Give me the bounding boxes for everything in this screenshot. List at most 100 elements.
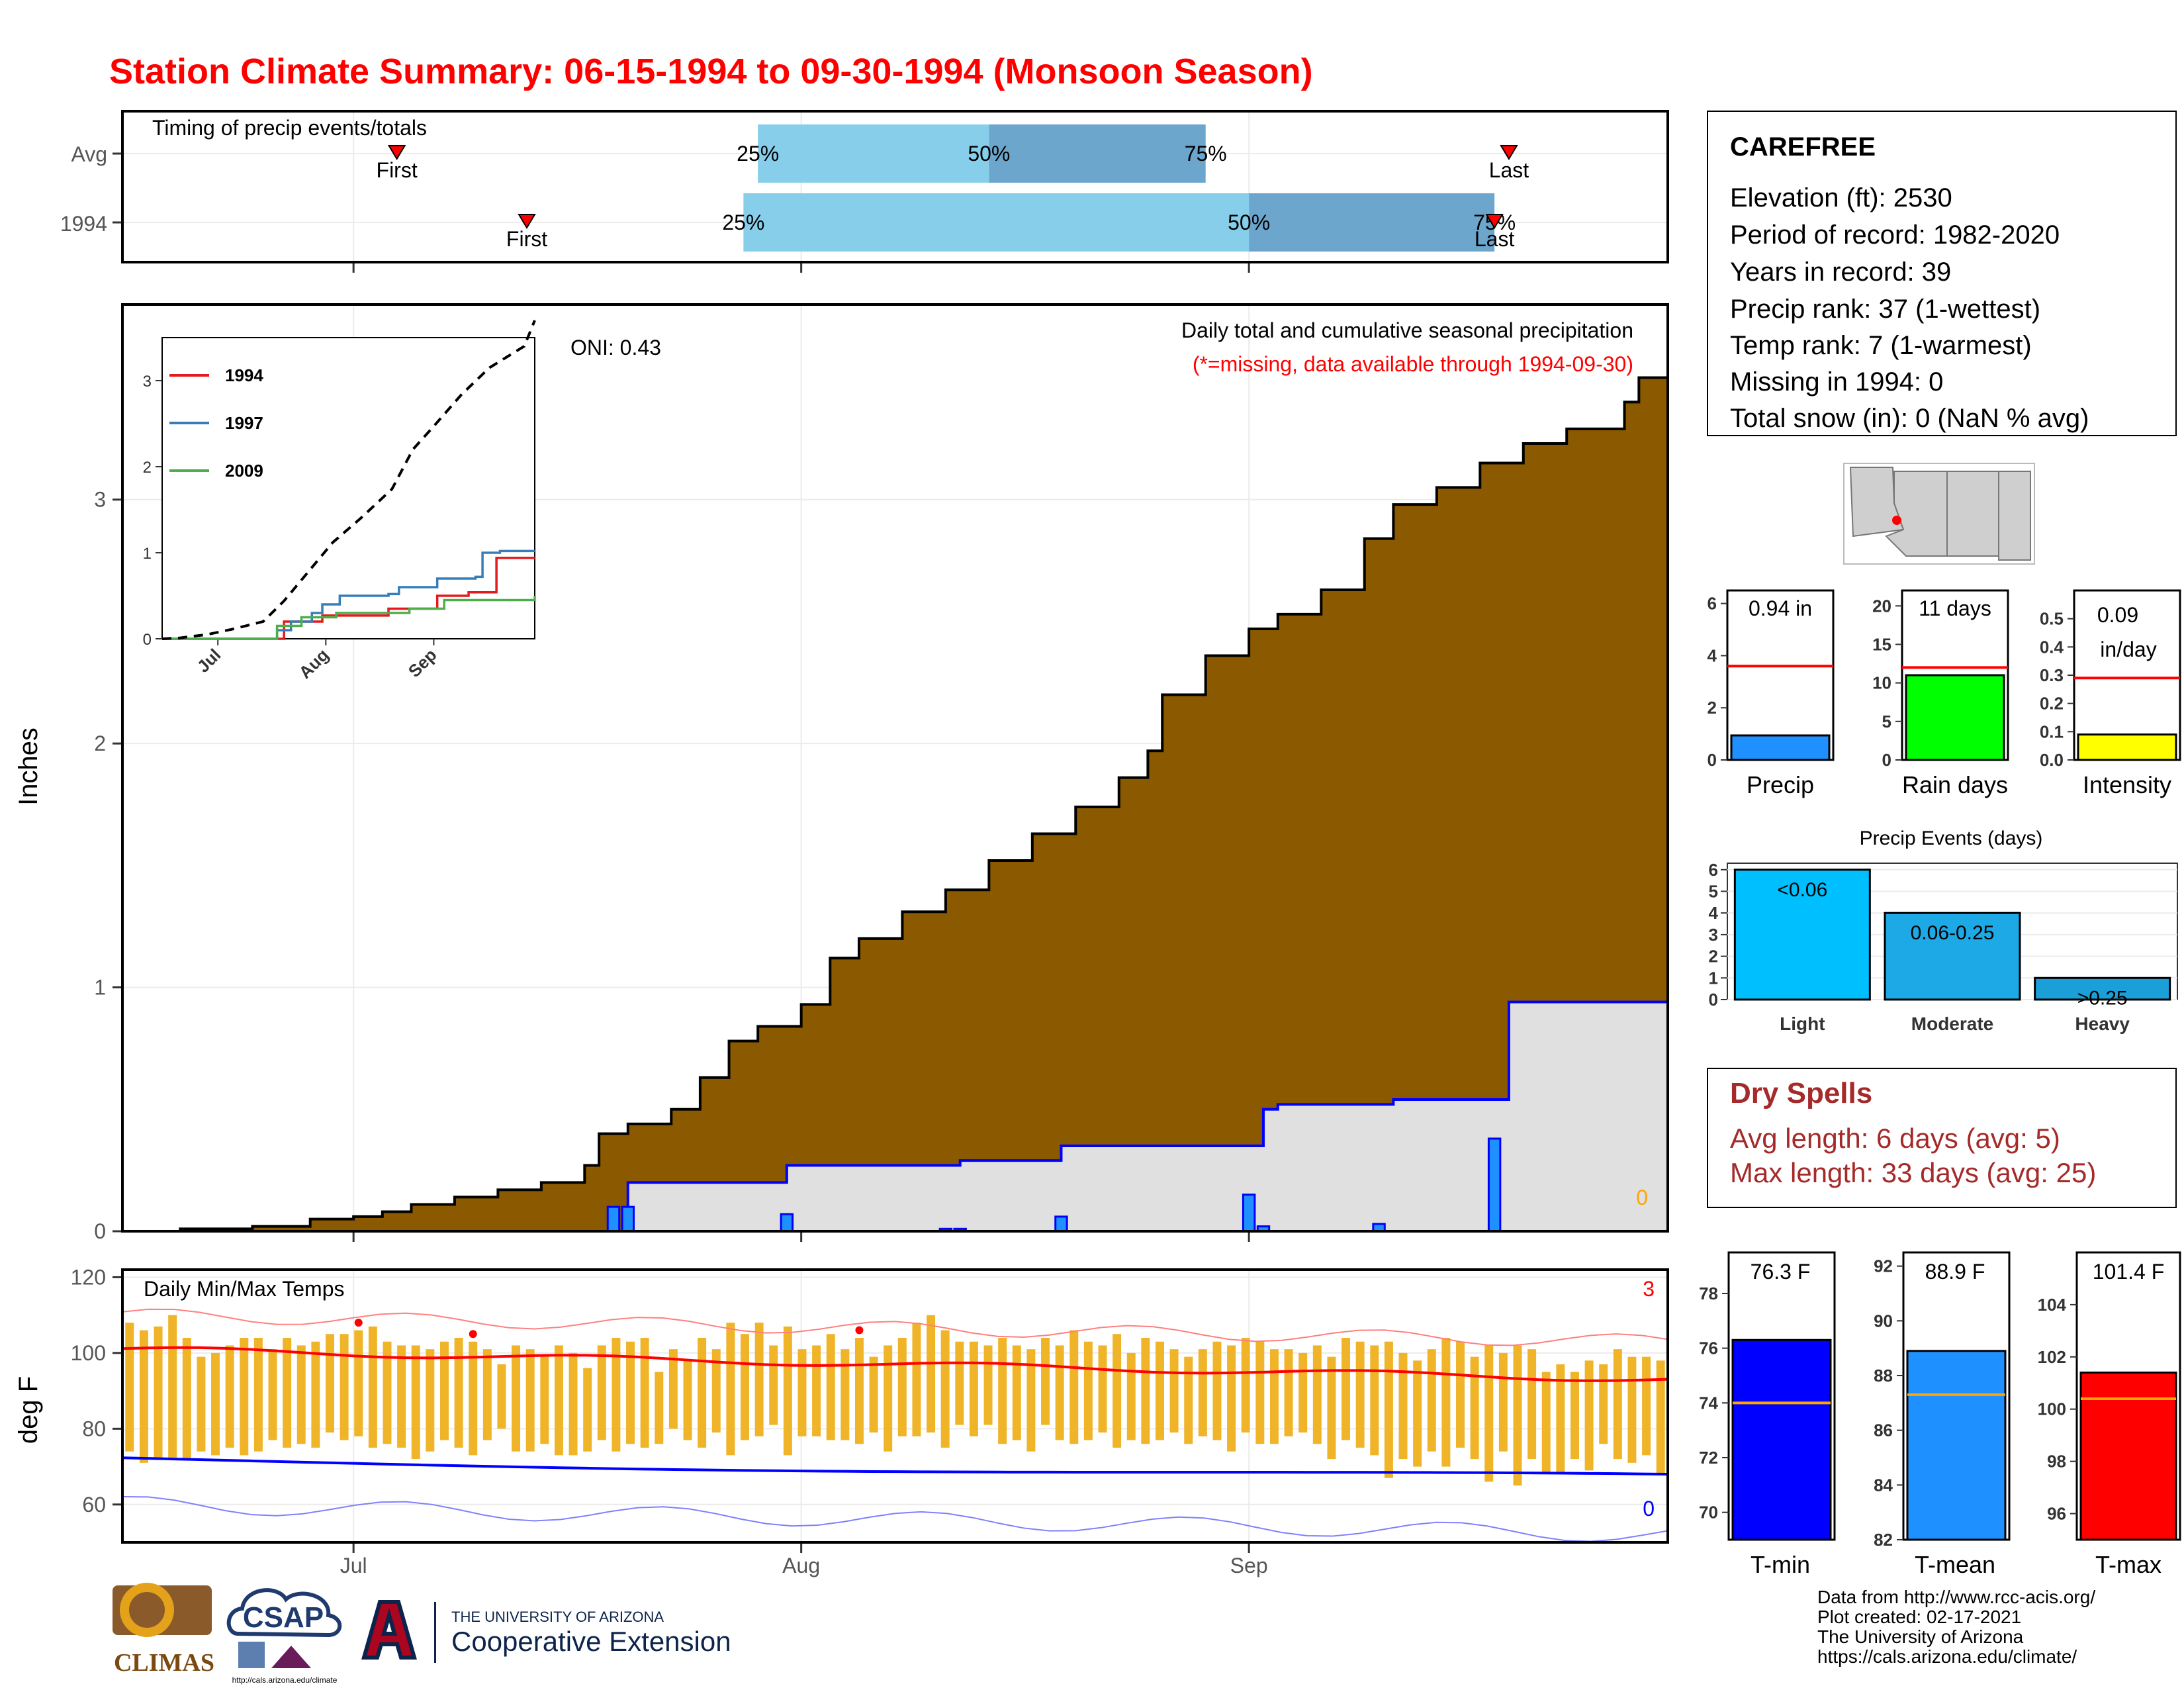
tsum-label-max: T-max [2095,1551,2161,1578]
daily-temp-range-bar [154,1326,163,1460]
daily-temp-range-bar [1570,1372,1579,1460]
daily-temp-range-bar [640,1338,649,1448]
timing-marker-last [1500,145,1518,160]
daily-temp-range-bar [1227,1345,1236,1452]
daily-temp-range-bar [1098,1345,1107,1433]
daily-precip-bar [606,1205,621,1233]
daily-temp-range-bar [884,1345,893,1452]
daily-temp-range-bar [826,1334,835,1440]
daily-temp-range-bar [569,1352,578,1456]
inset-ytick-label: 1 [143,545,152,563]
daily-temp-range-bar [1613,1349,1622,1460]
small-text-intensity: 0.09 [2097,603,2138,627]
events-bar-light [1733,868,1871,1001]
daily-temp-range-bar [1456,1341,1465,1448]
daily-temp-range-bar [397,1345,406,1448]
daily-temp-range-bar [711,1349,721,1433]
dry-spells-box: Dry Spells Avg length: 6 days (avg: 5) M… [1707,1068,2177,1208]
daily-temp-range-bar [383,1341,392,1444]
climas-logo: CLIMAS [113,1583,214,1677]
timing-frame [121,110,1669,263]
svg-text:Cooperative Extension: Cooperative Extension [451,1626,731,1657]
daily-temp-range-bar [668,1349,678,1429]
month-tick-labels: Jul Aug Sep [340,1554,1268,1577]
small-bar-ytick-label: 6 [1707,594,1717,614]
timing-marker-last [1485,214,1504,229]
tsum-bar-value [1731,1338,1832,1541]
tsum-ytick-label: 90 [1874,1311,1893,1331]
daily-temp-range-bar [497,1364,506,1429]
small-text-raindays: 11 days [1919,596,1991,620]
daily-temp-range-bar [1427,1349,1436,1452]
timing-row-label-year: 1994 [60,212,107,236]
tsum-text-max: 101.4 F [2093,1260,2165,1284]
tsum-ytick-label: 72 [1699,1448,1718,1468]
timing-label-25: 25% [737,142,779,165]
station-line-3: Years in record: 39 [1730,258,1951,287]
temps-marks [122,1308,1668,1542]
precip-ylabel: Inches [14,727,43,806]
daily-temp-range-bar [1541,1372,1551,1474]
daily-temp-range-bar [869,1356,878,1433]
tsum-ytick-label: 84 [1874,1475,1893,1495]
precip-ytick-label: 0 [94,1219,106,1243]
daily-temp-range-bar [253,1338,263,1452]
timing-label-75: 75% [1185,142,1227,165]
daily-temp-range-bar [311,1341,320,1448]
precip-areas [122,376,1668,1233]
timing-marker-first [518,214,536,229]
inset-series-1994 [162,557,535,640]
small-bar-ytick-label: 0 [1707,750,1717,770]
daily-temp-range-bar [1498,1352,1508,1452]
sun-icon [120,1583,174,1637]
small-bar-ytick-label: 20 [1872,596,1891,616]
daily-temp-range-bar [1083,1341,1093,1440]
small-bar-value [2077,733,2177,761]
temps-ytick-label: 60 [82,1493,106,1517]
events-ytick-label: 3 [1709,925,1718,945]
inset-ytick-label: 2 [143,459,152,477]
small-bar-value [1905,674,2005,761]
events-ytick-label: 4 [1709,903,1719,923]
tsum-ytick-label: 96 [2047,1504,2066,1524]
station-line-1: Elevation (ft): 2530 [1730,183,1952,212]
events-bar-moderate [1884,912,2021,1001]
small-bar-ytick-label: 0.4 [2040,637,2064,657]
daily-temp-range-bar [1513,1345,1522,1486]
daily-temp-range-bar [554,1345,563,1456]
daily-temp-range-bar [1041,1338,1050,1425]
temps-panel: 60 80 100 120 Daily Min/Max Temps 3 0 deg F [14,1265,1669,1553]
daily-temp-range-bar [983,1345,993,1425]
temps-ytick-label: 80 [82,1417,106,1440]
temps-frame [121,1268,1669,1544]
record-min-line [122,1496,1668,1542]
precip-summary-bars: 0 2 4 6 0 5 10 15 20 0.0 0.1 0.2 0.3 0.4 0.5 [1707,589,2181,770]
locator-map [1843,463,2035,565]
tsum-ytick-label: 70 [1699,1503,1718,1523]
timing-label-50: 50% [1228,211,1270,234]
daily-temp-range-bar [1384,1341,1393,1478]
timing-label-first: First [506,227,547,251]
dry-spells-line-1: Avg length: 6 days (avg: 5) [1730,1123,2060,1154]
avg-cumulative-outline [122,376,1668,1233]
daily-temp-range-bar [1370,1345,1379,1456]
small-label-precip: Precip [1747,771,1814,798]
small-bar-ytick-label: 10 [1872,673,1891,693]
daily-temp-range-bar [1327,1356,1336,1460]
events-bar-text: <0.06 [1777,879,1827,901]
daily-temp-range-bar [1342,1338,1351,1440]
timing-bar-q1 [743,193,1250,252]
small-bar-ytick-label: 0.0 [2040,750,2064,770]
daily-temp-range-bar [783,1326,792,1456]
station-line-5: Temp rank: 7 (1-warmest) [1730,331,2032,360]
oni-annotation: ONI: 0.43 [570,336,661,359]
block-a-icon [361,1600,417,1660]
avg-min-line [122,1456,1668,1476]
station-name: CAREFREE [1730,132,1876,162]
precip-frame [121,303,1669,1233]
daily-temp-range-bar [1312,1345,1322,1444]
daily-temp-range-bar [139,1330,148,1463]
small-text-intensity-unit: in/day [2100,637,2156,661]
